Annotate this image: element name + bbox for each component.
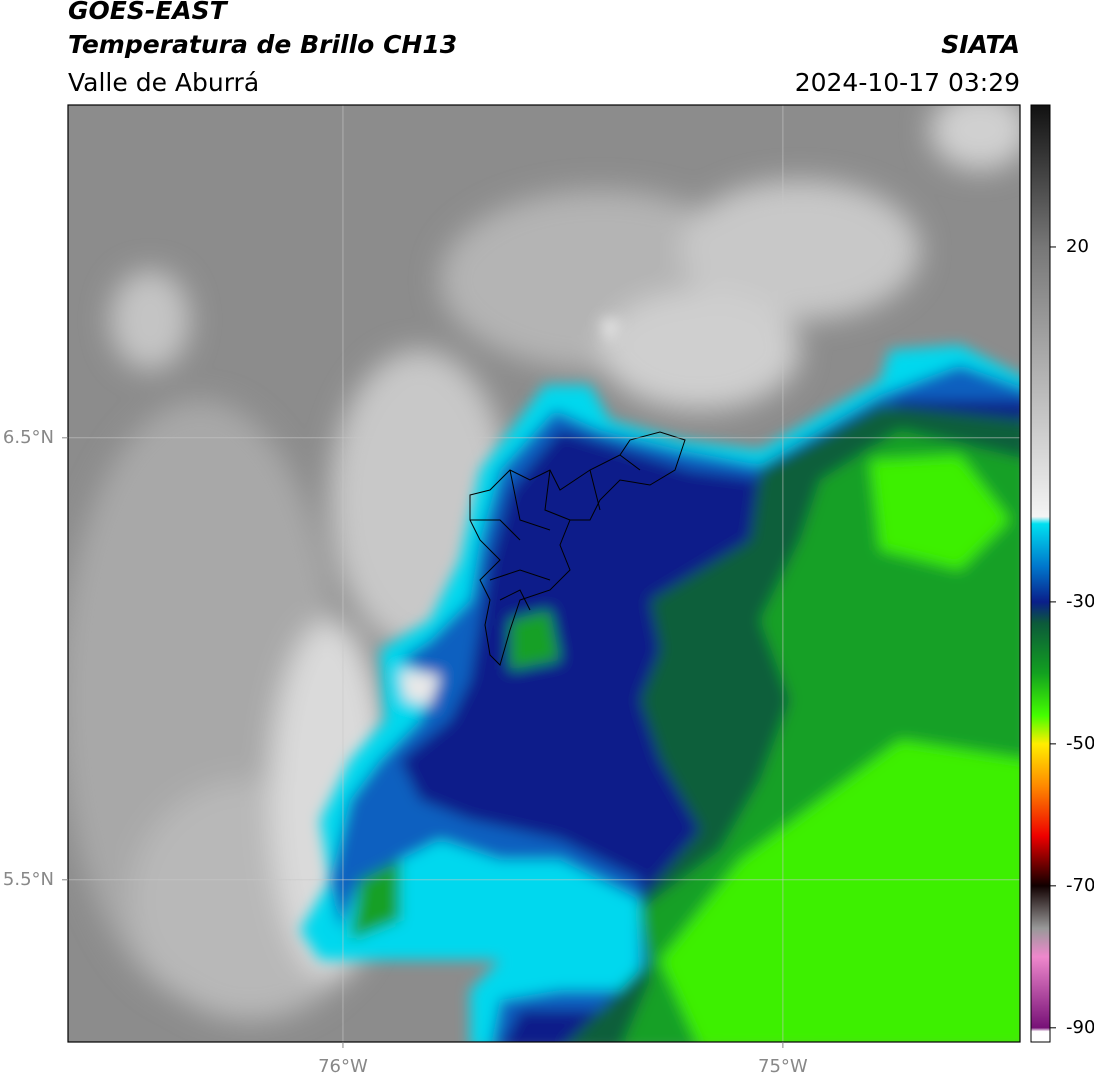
x-tick-label: 75°W	[758, 1056, 808, 1077]
x-tick-label: 76°W	[318, 1056, 368, 1077]
title: GOES-EAST	[68, 0, 229, 25]
y-tick-label: 5.5°N	[3, 869, 54, 890]
colorbar-tick-label: -90	[1066, 1017, 1094, 1038]
subtitle: Temperatura de Brillo CH13	[68, 30, 457, 59]
timestamp: 2024-10-17 03:29	[795, 68, 1020, 97]
map-frame	[67, 104, 1021, 1043]
colorbar-tick-label: -70	[1066, 875, 1094, 896]
colorbar-tick-label: -50	[1066, 733, 1094, 754]
satellite-image	[68, 105, 1020, 1042]
source: SIATA	[941, 30, 1020, 59]
colorbar-tick-label: -30	[1066, 591, 1094, 612]
colorbar	[1030, 104, 1051, 1043]
region: Valle de Aburrá	[68, 68, 259, 97]
municipal-boundaries	[469, 431, 686, 666]
colorbar-tick-label: 20	[1066, 236, 1089, 257]
y-tick-label: 6.5°N	[3, 427, 54, 448]
